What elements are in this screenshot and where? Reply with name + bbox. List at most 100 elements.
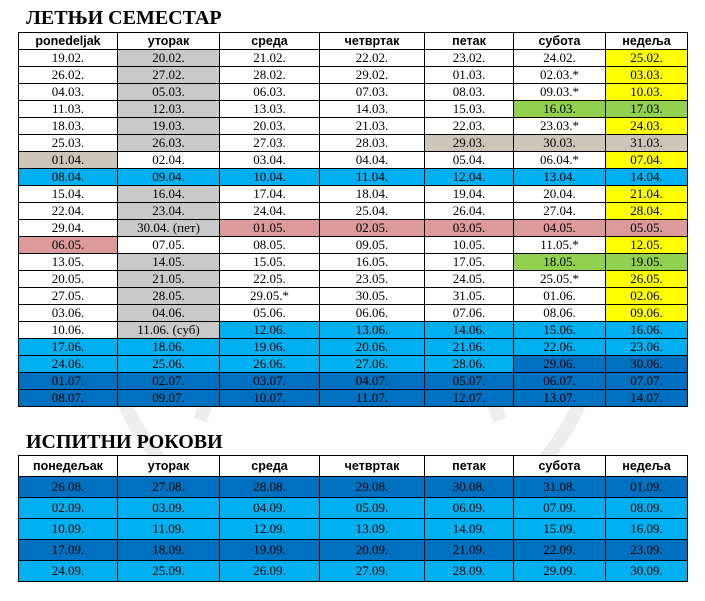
date-cell: 09.07. bbox=[117, 389, 220, 407]
date-cell: 18.09. bbox=[117, 539, 220, 561]
date-cell: 30.08. bbox=[424, 476, 514, 498]
date-cell: 27.02. bbox=[117, 66, 220, 84]
date-cell: 06.03. bbox=[219, 83, 320, 101]
date-cell: 30.06. bbox=[605, 355, 688, 373]
date-cell: 30.03. bbox=[513, 134, 606, 152]
column-header: четвртак bbox=[319, 455, 425, 477]
date-cell: 22.05. bbox=[219, 270, 320, 288]
date-cell: 10.04. bbox=[219, 168, 320, 186]
date-cell: 15.06. bbox=[513, 321, 606, 339]
date-cell: 24.04. bbox=[219, 202, 320, 220]
date-cell: 10.03. bbox=[605, 83, 688, 101]
date-cell: 19.02. bbox=[18, 49, 118, 67]
date-cell: 20.02. bbox=[117, 49, 220, 67]
table-row: 17.09. 18.09. 19.09. 20.09. 21.09. 22.09. 23.0… bbox=[18, 539, 688, 561]
date-cell: 28.08. bbox=[219, 476, 320, 498]
date-cell: 06.05. bbox=[18, 236, 118, 254]
semester-title: ЛЕТЊИ СЕМЕСТАР bbox=[26, 7, 222, 29]
date-cell: 11.07. bbox=[319, 389, 425, 407]
date-cell: 29.06. bbox=[513, 355, 606, 373]
date-cell: 08.05. bbox=[219, 236, 320, 254]
date-cell: 03.03. bbox=[605, 66, 688, 84]
date-cell: 29.03. bbox=[424, 134, 514, 152]
date-cell: 24.09. bbox=[18, 560, 118, 582]
date-cell: 12.06. bbox=[219, 321, 320, 339]
date-cell: 20.09. bbox=[319, 539, 425, 561]
date-cell: 21.06. bbox=[424, 338, 514, 356]
date-cell: 07.03. bbox=[319, 83, 425, 101]
date-cell: 28.09. bbox=[424, 560, 514, 582]
date-cell: 08.04. bbox=[18, 168, 118, 186]
date-cell: 17.06. bbox=[18, 338, 118, 356]
date-cell: 07.07. bbox=[605, 372, 688, 390]
date-cell: 25.02. bbox=[605, 49, 688, 67]
date-cell: 05.03. bbox=[117, 83, 220, 101]
date-cell: 19.03. bbox=[117, 117, 220, 135]
date-cell: 27.08. bbox=[117, 476, 220, 498]
table-row: 01.07. 02.07. 03.07. 04.07. 05.07. 06.07. 07.0… bbox=[18, 372, 688, 390]
column-header: петак bbox=[424, 455, 514, 477]
date-cell: 26.02. bbox=[18, 66, 118, 84]
date-cell: 29.04. bbox=[18, 219, 118, 237]
date-cell: 11.05.* bbox=[513, 236, 606, 254]
date-cell: 21.04. bbox=[605, 185, 688, 203]
date-cell: 27.06. bbox=[319, 355, 425, 373]
table-row: 01.04. 02.04. 03.04. 04.04. 05.04. 06.04.* 07.… bbox=[18, 151, 688, 169]
date-cell: 03.09. bbox=[117, 497, 220, 519]
date-cell: 01.09. bbox=[605, 476, 688, 498]
table-row: 03.06. 04.06. 05.06. 06.06. 07.06. 08.06. 09.0… bbox=[18, 304, 688, 322]
date-cell: 11.04. bbox=[319, 168, 425, 186]
date-cell: 19.05. bbox=[605, 253, 688, 271]
date-cell: 15.05. bbox=[219, 253, 320, 271]
date-cell: 15.04. bbox=[18, 185, 118, 203]
date-cell: 12.07. bbox=[424, 389, 514, 407]
date-cell: 04.05. bbox=[513, 219, 606, 237]
date-cell: 02.06. bbox=[605, 287, 688, 305]
column-header: среда bbox=[219, 32, 320, 50]
date-cell: 17.09. bbox=[18, 539, 118, 561]
date-cell: 15.03. bbox=[424, 100, 514, 118]
date-cell: 30.05. bbox=[319, 287, 425, 305]
date-cell: 04.09. bbox=[219, 497, 320, 519]
date-cell: 07.04. bbox=[605, 151, 688, 169]
date-cell: 28.04. bbox=[605, 202, 688, 220]
date-cell: 27.03. bbox=[219, 134, 320, 152]
date-cell: 18.04. bbox=[319, 185, 425, 203]
date-cell: 22.02. bbox=[319, 49, 425, 67]
date-cell: 04.06. bbox=[117, 304, 220, 322]
date-cell: 16.09. bbox=[605, 518, 688, 540]
date-cell: 02.05. bbox=[319, 219, 425, 237]
date-cell: 23.04. bbox=[117, 202, 220, 220]
date-cell: 08.06. bbox=[513, 304, 606, 322]
date-cell: 26.09. bbox=[219, 560, 320, 582]
date-cell: 23.06. bbox=[605, 338, 688, 356]
date-cell: 16.05. bbox=[319, 253, 425, 271]
date-cell: 25.03. bbox=[18, 134, 118, 152]
date-cell: 04.04. bbox=[319, 151, 425, 169]
date-cell: 15.09. bbox=[513, 518, 606, 540]
date-cell: 23.03.* bbox=[513, 117, 606, 135]
date-cell: 14.06. bbox=[424, 321, 514, 339]
table-row: 17.06. 18.06. 19.06. 20.06. 21.06. 22.06. 23.0… bbox=[18, 338, 688, 356]
exam-periods-title: ИСПИТНИ РОКОВИ bbox=[26, 431, 223, 453]
column-header: четвртак bbox=[319, 32, 425, 50]
date-cell: 27.04. bbox=[513, 202, 606, 220]
date-cell: 21.02. bbox=[219, 49, 320, 67]
table-row: 02.09. 03.09. 04.09. 05.09. 06.09. 07.09. 08.0… bbox=[18, 497, 688, 519]
date-cell: 18.03. bbox=[18, 117, 118, 135]
column-header: уторак bbox=[117, 32, 220, 50]
table-row: 26.02. 27.02. 28.02. 29.02. 01.03. 02.03.* 03.… bbox=[18, 66, 688, 84]
date-cell: 08.07. bbox=[18, 389, 118, 407]
column-header: субота bbox=[513, 455, 606, 477]
date-cell: 23.05. bbox=[319, 270, 425, 288]
date-cell: 20.04. bbox=[513, 185, 606, 203]
table-row: 10.09. 11.09. 12.09. 13.09. 14.09. 15.09. 16.0… bbox=[18, 518, 688, 540]
date-cell: 30.09. bbox=[605, 560, 688, 582]
date-cell: 05.06. bbox=[219, 304, 320, 322]
table-row: 15.04. 16.04. 17.04. 18.04. 19.04. 20.04. 21.0… bbox=[18, 185, 688, 203]
date-cell: 11.09. bbox=[117, 518, 220, 540]
date-cell: 12.09. bbox=[219, 518, 320, 540]
table-row: 13.05. 14.05. 15.05. 16.05. 17.05. 18.05. 19.0… bbox=[18, 253, 688, 271]
date-cell: 26.06. bbox=[219, 355, 320, 373]
table-row: 24.09. 25.09. 26.09. 27.09. 28.09. 29.09. 30.0… bbox=[18, 560, 688, 582]
